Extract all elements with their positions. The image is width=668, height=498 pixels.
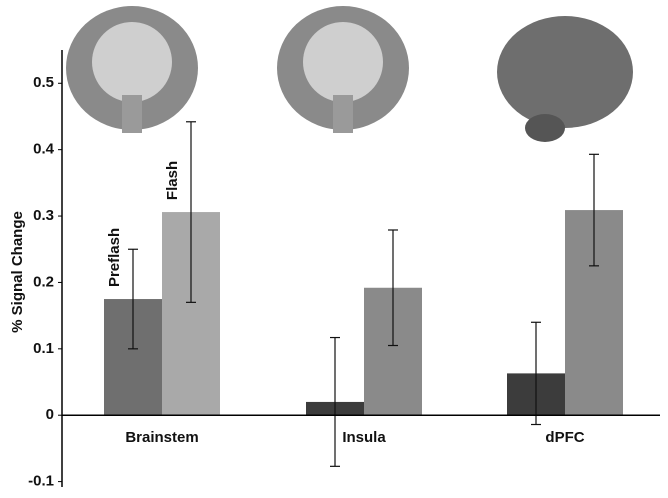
brain-image-detail	[303, 22, 383, 102]
error-bar	[531, 321, 541, 426]
y-tick-label: 0.2	[33, 273, 54, 290]
y-tick-label: 0.4	[33, 141, 55, 158]
error-bar	[128, 248, 138, 350]
y-tick-label: 0	[46, 406, 54, 423]
error-bar	[186, 121, 196, 303]
x-tick-label: Insula	[342, 429, 386, 446]
series-label: Preflash	[106, 228, 123, 287]
y-tick-label: 0.5	[33, 74, 54, 91]
brain-image	[497, 16, 633, 128]
error-bar	[330, 336, 340, 467]
error-bar	[589, 153, 599, 267]
brain-images	[66, 6, 633, 142]
y-tick-label: 0.1	[33, 340, 54, 357]
y-tick-label: -0.1	[28, 473, 54, 490]
x-tick-label: dPFC	[545, 429, 584, 446]
series-label: Flash	[164, 161, 181, 200]
x-tick-label: Brainstem	[125, 429, 198, 446]
y-tick-label: 0.3	[33, 207, 54, 224]
brain-image-detail	[122, 95, 142, 133]
brain-image-detail	[525, 114, 565, 142]
brain-image-detail	[92, 22, 172, 102]
error-bar	[388, 229, 398, 347]
brain-image-detail	[333, 95, 353, 133]
y-axis-label: % Signal Change	[9, 211, 26, 333]
